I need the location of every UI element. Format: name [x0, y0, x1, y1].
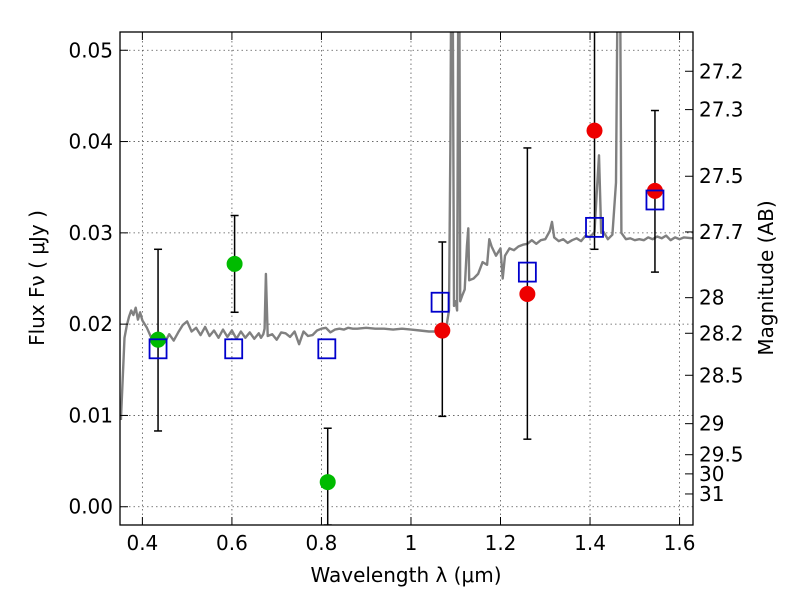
- x-tick-label: 0.6: [216, 531, 248, 555]
- x-tick-label: 1.6: [664, 531, 696, 555]
- magnitude-tick-label: 27.3: [699, 98, 744, 122]
- x-tick-label: 0.4: [126, 531, 158, 555]
- x-tick-label: 0.8: [306, 531, 338, 555]
- data-markers: [148, 122, 665, 491]
- data-point-square: [430, 291, 450, 313]
- y-tick-label: 0.05: [68, 38, 113, 62]
- x-tick-label: 1.2: [485, 531, 517, 555]
- magnitude-tick-label: 27.7: [699, 220, 744, 244]
- plot-background: [120, 32, 693, 525]
- y-tick-label: 0.00: [68, 495, 113, 519]
- y-tick-label: 0.01: [68, 403, 113, 427]
- y-tick-label: 0.02: [68, 312, 113, 336]
- magnitude-tick-label: 28.5: [699, 363, 744, 387]
- data-point-square: [585, 216, 604, 238]
- x-axis-ticks: 0.4 0.6 0.8 1 1.2 1.4 1.6: [126, 32, 695, 555]
- y-axis-ticks: 0.00 0.01 0.02 0.03 0.04 0.05: [68, 38, 128, 519]
- y-tick-label: 0.04: [68, 130, 113, 154]
- x-tick-label: 1.4: [574, 531, 606, 555]
- magnitude-tick-label: 27.5: [699, 164, 744, 188]
- grid-lines: [120, 32, 693, 525]
- magnitude-axis-label: Magnitude (AB): [754, 200, 778, 355]
- magnitude-tick-label: 31: [699, 482, 724, 506]
- magnitude-tick-label: 29.5: [699, 443, 744, 467]
- data-point-circle: [519, 286, 536, 303]
- data-point-circle: [586, 122, 603, 139]
- data-point-square: [645, 189, 665, 211]
- magnitude-tick-label: 28.2: [699, 321, 744, 345]
- y-axis-label: Flux Fν ( μJy ): [25, 210, 49, 346]
- magnitude-tick-label: 29: [699, 412, 724, 436]
- data-point-square: [224, 338, 244, 360]
- magnitude-tick-label: 27.2: [699, 59, 744, 83]
- x-axis-label: Wavelength λ (μm): [310, 563, 501, 587]
- data-point-square: [317, 338, 337, 360]
- data-point-square: [517, 261, 537, 283]
- data-point-circle: [319, 474, 336, 491]
- plot-frame: [119, 31, 694, 526]
- magnitude-tick-label: 30: [699, 462, 724, 486]
- x-tick-label: 1: [405, 531, 418, 555]
- data-point-circle: [434, 322, 451, 339]
- magnitude-tick-label: 28: [699, 286, 724, 310]
- data-point-circle: [226, 255, 243, 272]
- y-tick-label: 0.03: [68, 221, 113, 245]
- data-point-square: [148, 338, 168, 360]
